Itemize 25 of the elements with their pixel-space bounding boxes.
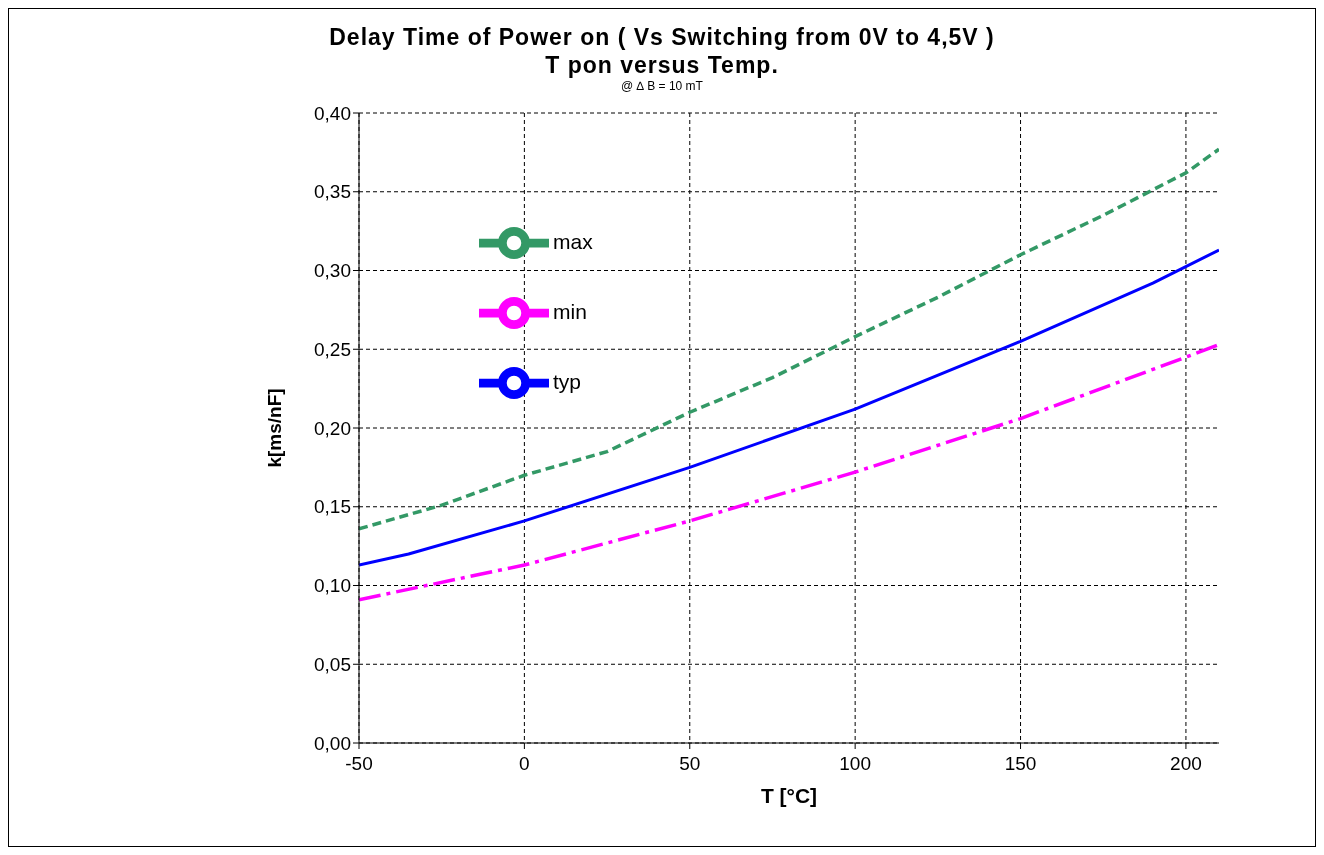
y-tick-label: 0,00	[314, 732, 351, 754]
line-series	[359, 248, 1219, 567]
x-tick-label: 100	[839, 753, 872, 775]
legend-label: typ	[553, 369, 582, 393]
y-tick-label: 0,40	[314, 102, 351, 124]
x-axis-title: T [°C]	[760, 784, 818, 807]
line-series	[359, 147, 1219, 531]
chart-title: Delay Time of Power on ( Vs Switching from 0V to 4,5V ) T pon versus Temp.	[328, 23, 996, 79]
y-tick-label: 0,25	[314, 338, 351, 360]
y-tick-label: 0,35	[314, 181, 351, 203]
y-axis-title: k[ms/nF]	[263, 388, 285, 468]
x-tick-label: -50	[345, 753, 373, 775]
y-tick-label: 0,30	[314, 260, 351, 282]
x-tick-label: 0	[519, 753, 530, 775]
y-tick-label: 0,05	[314, 653, 351, 675]
y-tick-label: 0,15	[314, 496, 351, 518]
y-tick-label: 0,20	[314, 417, 351, 439]
x-tick-label: 200	[1170, 753, 1202, 775]
x-tick-label: 50	[679, 753, 701, 775]
y-tick-label: 0,10	[314, 575, 351, 597]
line-series	[359, 342, 1219, 602]
legend-label: min	[553, 299, 587, 323]
chart-subtitle: @ ∆ B = 10 mT	[620, 79, 704, 93]
x-tick-label: 150	[1004, 753, 1037, 775]
legend-label: max	[553, 229, 593, 253]
